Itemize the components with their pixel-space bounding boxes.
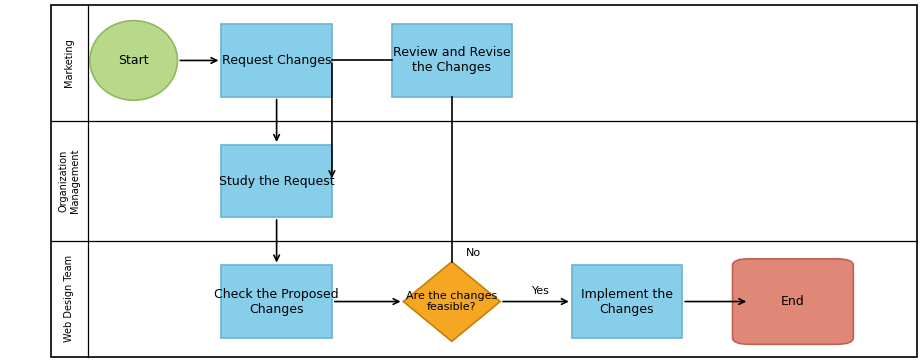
FancyBboxPatch shape xyxy=(221,145,332,217)
FancyBboxPatch shape xyxy=(732,259,854,344)
Text: Review and Revise
the Changes: Review and Revise the Changes xyxy=(393,46,511,75)
FancyBboxPatch shape xyxy=(392,24,512,97)
FancyBboxPatch shape xyxy=(572,265,682,338)
Polygon shape xyxy=(404,262,500,341)
Ellipse shape xyxy=(89,21,177,100)
Text: Are the changes
feasible?: Are the changes feasible? xyxy=(407,291,497,312)
FancyBboxPatch shape xyxy=(51,5,917,357)
FancyBboxPatch shape xyxy=(221,24,332,97)
Text: Yes: Yes xyxy=(532,286,550,296)
Text: Study the Request: Study the Request xyxy=(219,174,335,188)
Text: Organization
Management: Organization Management xyxy=(58,148,80,213)
Text: Web Design Team: Web Design Team xyxy=(65,255,74,342)
Text: Check the Proposed
Changes: Check the Proposed Changes xyxy=(214,287,339,316)
Text: Start: Start xyxy=(118,54,149,67)
Text: Request Changes: Request Changes xyxy=(222,54,331,67)
Text: End: End xyxy=(781,295,805,308)
Text: Implement the
Changes: Implement the Changes xyxy=(581,287,673,316)
Text: Marketing: Marketing xyxy=(65,39,74,87)
FancyBboxPatch shape xyxy=(221,265,332,338)
Text: No: No xyxy=(466,248,480,258)
